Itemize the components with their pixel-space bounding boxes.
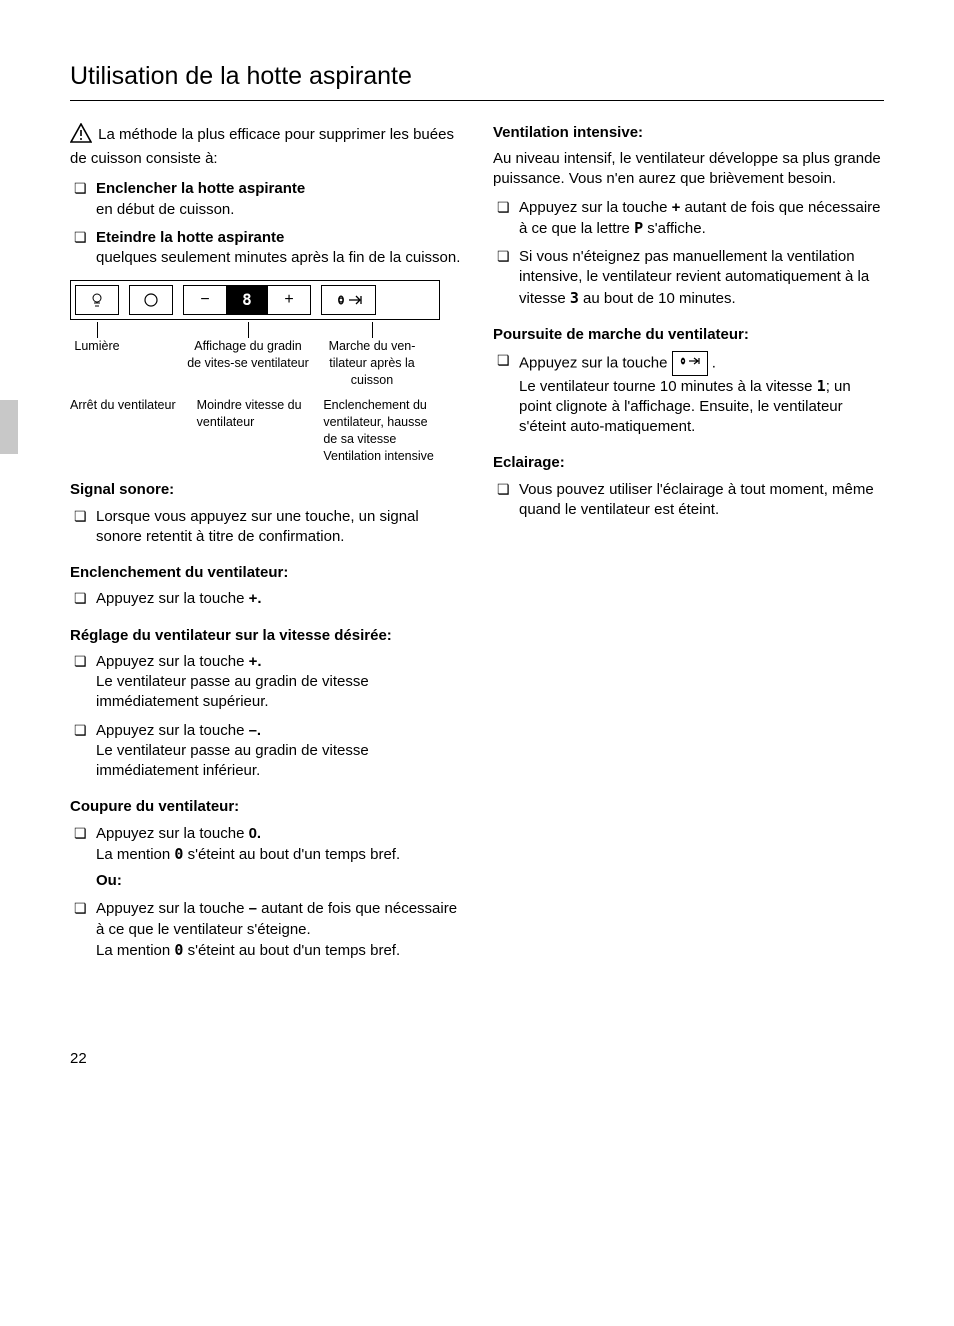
text: Le ventilateur tourne 10 minutes à la vi… <box>519 378 817 395</box>
key-plus: +. <box>249 590 262 607</box>
label-affichage: Affichage du gradin de vites-se ventilat… <box>186 338 310 372</box>
text: Appuyez sur la touche <box>96 590 249 607</box>
label-enclench: Enclenchement du ventilateur, hausse de … <box>323 397 440 465</box>
page-number: 22 <box>70 1049 884 1069</box>
intro-paragraph: La méthode la plus efficace pour supprim… <box>70 123 461 170</box>
label-lumiere: Lumière <box>74 338 119 355</box>
runon-button-icon <box>672 351 708 376</box>
seg-P-icon: P <box>634 219 643 237</box>
heading-eclairage: Eclairage: <box>493 453 884 473</box>
list-item: Appuyez sur la touche +. Le ventilateur … <box>70 652 461 713</box>
panel-labels-row2: Arrêt du ventilateur Moindre vitesse du … <box>70 397 440 465</box>
text: Appuyez sur la touche <box>96 900 249 917</box>
seg-3-icon: 3 <box>570 289 579 307</box>
label-arret: Arrêt du ventilateur <box>70 397 187 465</box>
list-item: Enclencher la hotte aspirante en début d… <box>70 179 461 220</box>
list-item: Appuyez sur la touche +. <box>70 589 461 609</box>
text: Appuyez sur la touche <box>519 354 672 371</box>
panel-labels-row1: Lumière Affichage du gradin de vites-se … <box>70 322 440 389</box>
panel-frame: − 8 + <box>70 280 440 320</box>
key-minus: – <box>249 900 257 917</box>
off-button <box>129 285 173 315</box>
heading-reglage: Réglage du ventilateur sur la vitesse dé… <box>70 626 461 646</box>
heading-poursuite: Poursuite de marche du ventilateur: <box>493 325 884 345</box>
speed-display: 8 <box>227 285 267 315</box>
text: La mention <box>96 942 174 959</box>
text: s'éteint au bout d'un temps bref. <box>183 846 400 863</box>
page-tab <box>0 400 18 454</box>
key-zero: 0. <box>249 825 262 842</box>
list-item: Si vous n'éteignez pas manuellement la v… <box>493 247 884 309</box>
left-column: La méthode la plus efficace pour supprim… <box>70 123 461 969</box>
runon-button <box>321 285 376 315</box>
poursuite-list: Appuyez sur la touche . Le ventilateur t… <box>493 351 884 437</box>
vent-intro: Au niveau intensif, le ventilateur dével… <box>493 149 884 190</box>
reglage-list: Appuyez sur la touche +. Le ventilateur … <box>70 652 461 782</box>
page-title: Utilisation de la hotte aspirante <box>70 60 884 101</box>
list-item: Vous pouvez utiliser l'éclairage à tout … <box>493 480 884 521</box>
label-moindre: Moindre vitesse du ventilateur <box>197 397 314 465</box>
text: Le ventilateur passe au gradin de vitess… <box>96 673 369 710</box>
content-columns: La méthode la plus efficace pour supprim… <box>70 123 884 969</box>
minus-button: − <box>183 285 227 315</box>
coupure-list: Appuyez sur la touche 0. La mention 0 s'… <box>70 824 461 962</box>
intro-list: Enclencher la hotte aspirante en début d… <box>70 179 461 268</box>
item-bold: Enclencher la hotte aspirante <box>96 180 305 197</box>
heading-ventilation: Ventilation intensive: <box>493 123 884 143</box>
eclairage-list: Vous pouvez utiliser l'éclairage à tout … <box>493 480 884 521</box>
list-item: Appuyez sur la touche + autant de fois q… <box>493 198 884 240</box>
text: La mention <box>96 846 174 863</box>
item-rest: quelques seulement minutes après la fin … <box>96 249 460 266</box>
text: s'éteint au bout d'un temps bref. <box>183 942 400 959</box>
item-rest: en début de cuisson. <box>96 201 234 218</box>
list-item: Eteindre la hotte aspirante quelques seu… <box>70 228 461 269</box>
item-bold: Eteindre la hotte aspirante <box>96 229 284 246</box>
vent-list: Appuyez sur la touche + autant de fois q… <box>493 198 884 309</box>
list-item: Lorsque vous appuyez sur une touche, un … <box>70 507 461 548</box>
text: Appuyez sur la touche <box>96 653 249 670</box>
text: au bout de 10 minutes. <box>579 290 736 307</box>
intro-text: La méthode la plus efficace pour supprim… <box>70 126 454 167</box>
ou-label: Ou: <box>96 871 461 891</box>
enclench-list: Appuyez sur la touche +. <box>70 589 461 609</box>
text: . <box>712 354 716 371</box>
signal-list: Lorsque vous appuyez sur une touche, un … <box>70 507 461 548</box>
key-minus: –. <box>249 722 262 739</box>
right-column: Ventilation intensive: Au niveau intensi… <box>493 123 884 969</box>
heading-enclench: Enclenchement du ventilateur: <box>70 563 461 583</box>
text: Le ventilateur passe au gradin de vitess… <box>96 742 369 779</box>
seg-1-icon: 1 <box>817 377 826 395</box>
text: Appuyez sur la touche <box>96 825 249 842</box>
text: Appuyez sur la touche <box>519 199 672 216</box>
text: Appuyez sur la touche <box>96 722 249 739</box>
light-button <box>75 285 119 315</box>
list-item: Appuyez sur la touche . Le ventilateur t… <box>493 351 884 437</box>
list-item: Appuyez sur la touche –. Le ventilateur … <box>70 721 461 782</box>
text: s'affiche. <box>643 220 706 237</box>
heading-coupure: Coupure du ventilateur: <box>70 797 461 817</box>
key-plus: +. <box>249 653 262 670</box>
control-panel-diagram: − 8 + Lumière Affichage du gradi <box>70 280 461 464</box>
list-item: Appuyez sur la touche 0. La mention 0 s'… <box>70 824 461 892</box>
plus-button: + <box>267 285 311 315</box>
warning-icon <box>70 123 92 149</box>
heading-signal: Signal sonore: <box>70 480 461 500</box>
list-item: Appuyez sur la touche – autant de fois q… <box>70 899 461 961</box>
label-marche: Marche du ven-tilateur après la cuisson <box>314 338 430 389</box>
